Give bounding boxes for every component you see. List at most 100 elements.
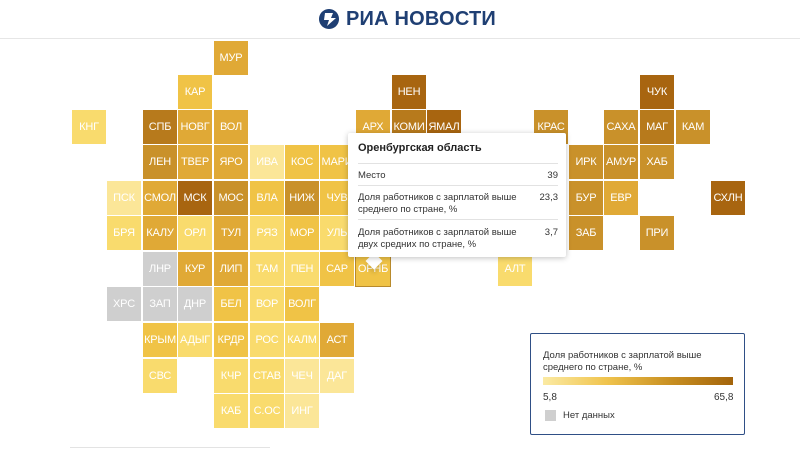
- region-tile-57[interactable]: КРЫМ: [143, 323, 177, 357]
- region-tile-41[interactable]: ЗАБ: [569, 216, 603, 250]
- region-tile-label: ЯМАЛ: [428, 120, 460, 133]
- region-tile-67[interactable]: ДАГ: [320, 359, 354, 393]
- region-tile-label: ЛНР: [149, 262, 171, 275]
- tooltip-row-above-average: Доля работников с зарплатой выше среднег…: [358, 185, 558, 220]
- region-tile-65[interactable]: СТАВ: [250, 359, 284, 393]
- region-tile-34[interactable]: БРЯ: [107, 216, 141, 250]
- region-tile-label: ХАБ: [646, 155, 668, 168]
- region-tile-label: КУР: [184, 262, 206, 275]
- region-tile-54[interactable]: БЕЛ: [214, 287, 248, 321]
- region-tile-33[interactable]: СХЛН: [711, 181, 745, 215]
- tooltip-row-label: Доля работников с зарплатой выше среднег…: [358, 192, 517, 215]
- region-tile-55[interactable]: ВОР: [250, 287, 284, 321]
- tooltip-row-value: 23,3: [539, 192, 559, 203]
- region-tile-64[interactable]: КЧР: [214, 359, 248, 393]
- region-tile-label: ЧЕЧ: [291, 369, 313, 382]
- region-tile-15[interactable]: ЛЕН: [143, 145, 177, 179]
- region-tile-68[interactable]: КАБ: [214, 394, 248, 428]
- region-tile-53[interactable]: ДНР: [178, 287, 212, 321]
- region-tile-5[interactable]: СПБ: [143, 110, 177, 144]
- region-tile-58[interactable]: АДЫГ: [178, 323, 212, 357]
- region-tile-0[interactable]: МУР: [214, 41, 248, 75]
- region-tile-13[interactable]: МАГ: [640, 110, 674, 144]
- region-tile-45[interactable]: ЛИП: [214, 252, 248, 286]
- region-tile-label: АЛТ: [504, 262, 526, 275]
- region-tile-46[interactable]: ТАМ: [250, 252, 284, 286]
- region-tile-42[interactable]: ПРИ: [640, 216, 674, 250]
- region-tile-28[interactable]: ВЛА: [250, 181, 284, 215]
- region-tile-label: ВОЛ: [219, 120, 243, 133]
- region-tile-31[interactable]: БУР: [569, 181, 603, 215]
- region-tile-44[interactable]: КУР: [178, 252, 212, 286]
- region-tile-39[interactable]: МОР: [285, 216, 319, 250]
- region-tile-16[interactable]: ТВЕР: [178, 145, 212, 179]
- region-tile-label: ДАГ: [326, 369, 348, 382]
- brand-name: РИА НОВОСТИ: [346, 7, 496, 30]
- tooltip-title: Оренбургская область: [358, 142, 482, 154]
- ria-logo[interactable]: РИА НОВОСТИ: [318, 6, 496, 32]
- region-tile-25[interactable]: СМОЛ: [143, 181, 177, 215]
- region-tile-label: БРЯ: [113, 226, 135, 239]
- region-tile-70[interactable]: ИНГ: [285, 394, 319, 428]
- region-tile-label: НЕН: [397, 85, 421, 98]
- region-tile-label: МАРИ: [321, 155, 353, 168]
- region-tile-69[interactable]: С.ОС: [250, 394, 284, 428]
- region-tile-label: ИРК: [575, 155, 597, 168]
- region-tile-label: ЗАБ: [575, 226, 597, 239]
- region-tile-6[interactable]: НОВГ: [178, 110, 212, 144]
- region-tile-19[interactable]: КОС: [285, 145, 319, 179]
- region-tile-38[interactable]: РЯЗ: [250, 216, 284, 250]
- region-tile-37[interactable]: ТУЛ: [214, 216, 248, 250]
- region-tile-51[interactable]: ХРС: [107, 287, 141, 321]
- region-tile-1[interactable]: КАР: [178, 75, 212, 109]
- header: РИА НОВОСТИ: [0, 0, 800, 39]
- region-tile-18[interactable]: ИВА: [250, 145, 284, 179]
- region-tile-66[interactable]: ЧЕЧ: [285, 359, 319, 393]
- region-tile-label: ЛЕН: [149, 155, 171, 168]
- region-tile-21[interactable]: ИРК: [569, 145, 603, 179]
- region-tile-48[interactable]: САР: [320, 252, 354, 286]
- region-tile-61[interactable]: КАЛМ: [285, 323, 319, 357]
- region-tile-2[interactable]: НЕН: [392, 75, 426, 109]
- region-tile-3[interactable]: ЧУК: [640, 75, 674, 109]
- region-tile-29[interactable]: НИЖ: [285, 181, 319, 215]
- region-tile-59[interactable]: КРДР: [214, 323, 248, 357]
- tooltip-row-value: 39: [547, 170, 558, 181]
- region-tile-label: КАЛУ: [146, 226, 174, 239]
- region-tile-label: КАЛМ: [287, 333, 317, 346]
- region-tile-50[interactable]: АЛТ: [498, 252, 532, 286]
- region-tile-62[interactable]: АСТ: [320, 323, 354, 357]
- region-tile-label: ТАМ: [255, 262, 279, 275]
- region-tile-label: ВОР: [255, 297, 279, 310]
- region-tile-12[interactable]: САХА: [604, 110, 638, 144]
- region-tile-47[interactable]: ПЕН: [285, 252, 319, 286]
- region-tile-35[interactable]: КАЛУ: [143, 216, 177, 250]
- region-tile-label: СХЛН: [713, 191, 743, 204]
- region-tile-56[interactable]: ВОЛГ: [285, 287, 319, 321]
- region-tile-label: МОР: [289, 226, 315, 239]
- region-tile-43[interactable]: ЛНР: [143, 252, 177, 286]
- region-tile-label: РЯЗ: [256, 226, 278, 239]
- region-tile-27[interactable]: МОС: [214, 181, 248, 215]
- region-tile-24[interactable]: ПСК: [107, 181, 141, 215]
- region-tile-17[interactable]: ЯРО: [214, 145, 248, 179]
- region-tile-60[interactable]: РОС: [250, 323, 284, 357]
- region-tile-label: КАБ: [220, 404, 242, 417]
- region-tile-14[interactable]: КАМ: [676, 110, 710, 144]
- legend: Доля работников с зарплатой выше среднег…: [530, 333, 745, 435]
- region-tile-label: АРХ: [362, 120, 384, 133]
- region-tile-label: ТУЛ: [221, 226, 241, 239]
- tooltip-row-label: Место: [358, 170, 386, 181]
- region-tile-26[interactable]: МСК: [178, 181, 212, 215]
- region-tile-22[interactable]: АМУР: [604, 145, 638, 179]
- region-tile-32[interactable]: ЕВР: [604, 181, 638, 215]
- region-tile-63[interactable]: СВС: [143, 359, 177, 393]
- region-tile-label: РОС: [255, 333, 279, 346]
- tooltip-row-value: 3,7: [544, 227, 558, 238]
- region-tile-52[interactable]: ЗАП: [143, 287, 177, 321]
- region-tile-7[interactable]: ВОЛ: [214, 110, 248, 144]
- region-tile-23[interactable]: ХАБ: [640, 145, 674, 179]
- region-tile-label: ВОЛГ: [288, 297, 316, 310]
- region-tile-36[interactable]: ОРЛ: [178, 216, 212, 250]
- region-tile-4[interactable]: КНГ: [72, 110, 106, 144]
